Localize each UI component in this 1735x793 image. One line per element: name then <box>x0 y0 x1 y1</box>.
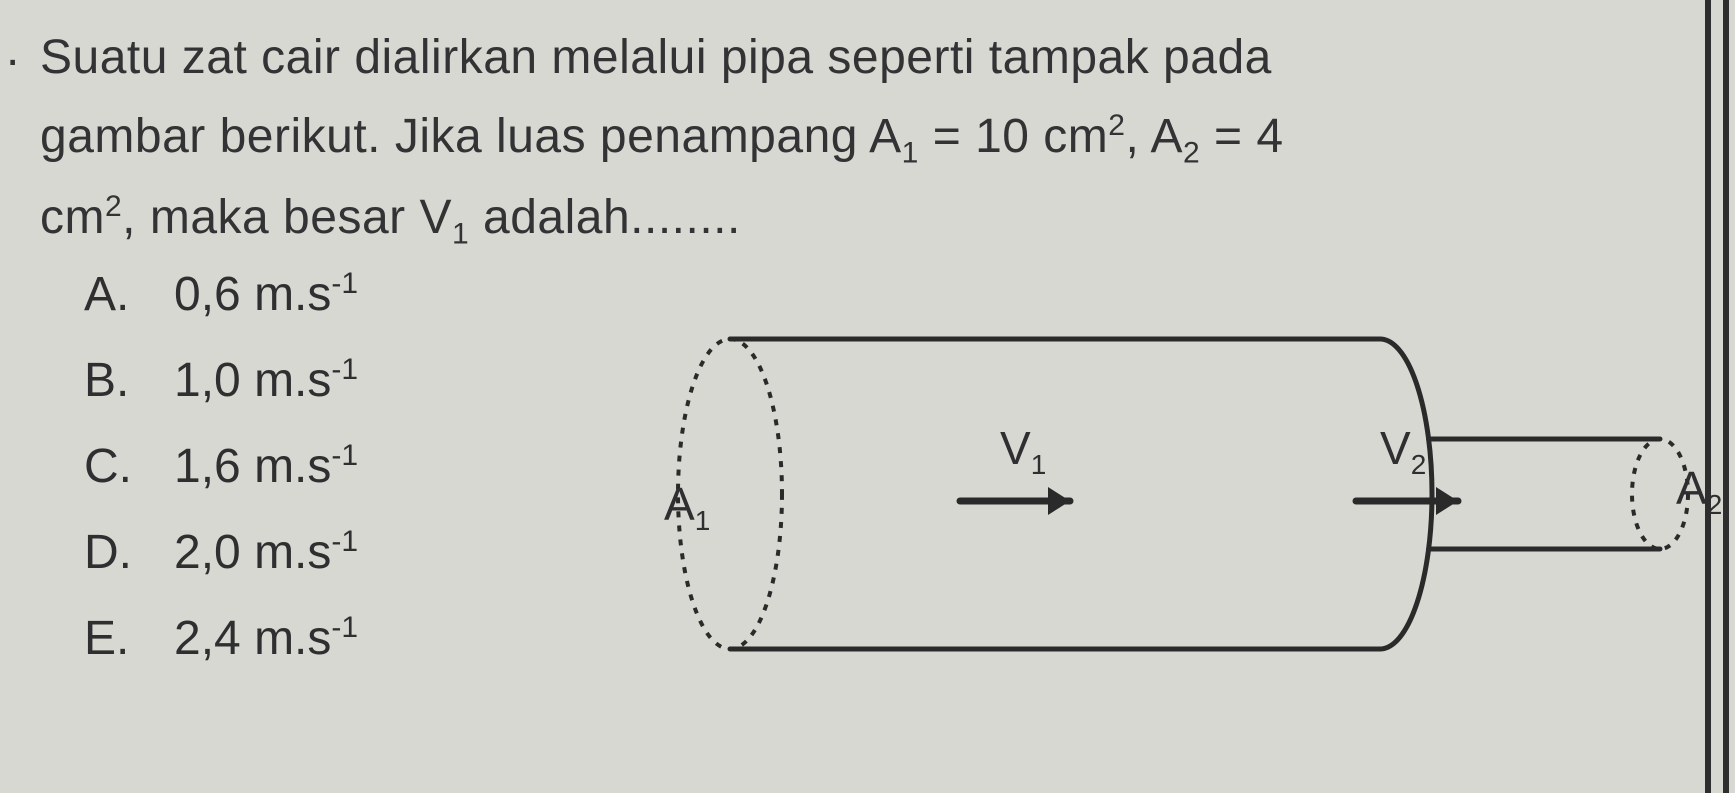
a1-sub: 1 <box>902 137 919 170</box>
a2-sub: 2 <box>1183 137 1200 170</box>
label-a2-text: A <box>1676 462 1707 514</box>
option-value-text: 1,6 m.s <box>174 440 331 493</box>
question-line2c: , A <box>1125 110 1183 163</box>
options-list: A. 0,6 m.s-1 B. 1,0 m.s-1 C. 1,6 m.s-1 D… <box>40 269 600 663</box>
option-exp: -1 <box>331 267 358 300</box>
option-e: E. 2,4 m.s-1 <box>84 613 600 663</box>
option-exp: -1 <box>331 611 358 644</box>
option-letter: B. <box>84 357 140 405</box>
question-line2d: = 4 <box>1200 110 1283 163</box>
option-value: 1,6 m.s-1 <box>174 441 358 491</box>
cm2-sup-1: 2 <box>1108 109 1125 142</box>
option-value: 1,0 m.s-1 <box>174 355 358 405</box>
label-a1: A1 <box>664 477 710 537</box>
question-line3a: cm <box>40 191 105 244</box>
option-value: 2,4 m.s-1 <box>174 613 358 663</box>
label-v1: V1 <box>1000 421 1046 481</box>
pipe-svg <box>600 269 1700 749</box>
option-value-text: 1,0 m.s <box>174 354 331 407</box>
option-exp: -1 <box>331 353 358 386</box>
lower-region: A. 0,6 m.s-1 B. 1,0 m.s-1 C. 1,6 m.s-1 D… <box>40 269 1705 749</box>
option-value-text: 0,6 m.s <box>174 268 331 321</box>
label-a1-text: A <box>664 478 695 530</box>
label-a1-sub: 1 <box>695 506 711 537</box>
label-v1-sub: 1 <box>1031 450 1047 481</box>
option-letter: A. <box>84 271 140 319</box>
option-d: D. 2,0 m.s-1 <box>84 527 600 577</box>
label-a2: A2 <box>1676 461 1722 521</box>
label-v2-text: V <box>1380 422 1411 474</box>
option-value: 0,6 m.s-1 <box>174 269 358 319</box>
option-letter: C. <box>84 443 140 491</box>
option-letter: E. <box>84 615 140 663</box>
option-exp: -1 <box>331 439 358 472</box>
question-text: Suatu zat cair dialirkan melalui pipa se… <box>40 18 1705 259</box>
option-b: B. 1,0 m.s-1 <box>84 355 600 405</box>
option-value: 2,0 m.s-1 <box>174 527 358 577</box>
label-v1-text: V <box>1000 422 1031 474</box>
question-number-dot: . <box>6 22 19 77</box>
page-right-border-2 <box>1723 0 1729 793</box>
question-line3c: adalah........ <box>469 191 741 244</box>
question-line3b: , maka besar V <box>122 191 452 244</box>
option-value-text: 2,0 m.s <box>174 526 331 579</box>
question-page: . Suatu zat cair dialirkan melalui pipa … <box>0 0 1735 793</box>
question-line2b: = 10 cm <box>919 110 1108 163</box>
page-right-border-1 <box>1705 0 1711 793</box>
option-value-text: 2,4 m.s <box>174 612 331 665</box>
option-exp: -1 <box>331 525 358 558</box>
cm2-sup-2: 2 <box>105 190 122 223</box>
question-line2a: gambar berikut. Jika luas penampang A <box>40 110 902 163</box>
option-c: C. 1,6 m.s-1 <box>84 441 600 491</box>
pipe-figure: A1 V1 V2 A2 <box>600 269 1705 749</box>
label-v2: V2 <box>1380 421 1426 481</box>
option-letter: D. <box>84 529 140 577</box>
v1-sub: 1 <box>452 218 469 251</box>
label-v2-sub: 2 <box>1411 450 1427 481</box>
option-a: A. 0,6 m.s-1 <box>84 269 600 319</box>
question-line1: Suatu zat cair dialirkan melalui pipa se… <box>40 31 1272 84</box>
